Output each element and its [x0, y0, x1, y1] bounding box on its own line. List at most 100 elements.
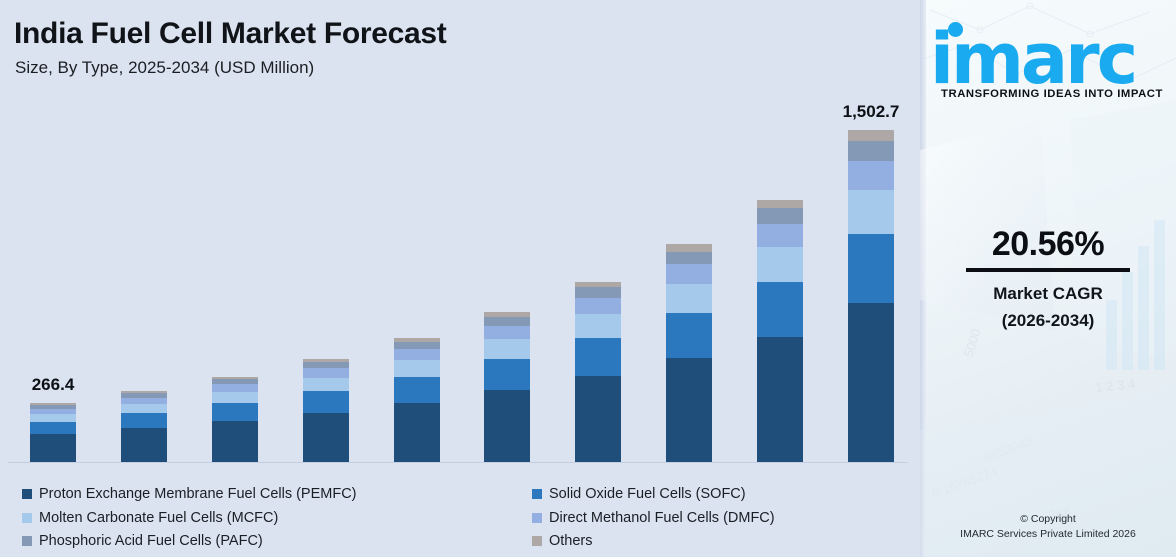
- bar-segment[interactable]: [393, 341, 440, 350]
- bar-stack[interactable]: [484, 312, 531, 462]
- bar-segment[interactable]: [484, 317, 531, 327]
- bar-segment[interactable]: [393, 349, 440, 361]
- bar-segment[interactable]: [120, 391, 167, 394]
- bar-segment[interactable]: [575, 314, 622, 339]
- bar-segment[interactable]: [575, 287, 622, 299]
- bar-segment[interactable]: [757, 247, 804, 283]
- bar-segment[interactable]: [302, 368, 349, 378]
- bar-segment[interactable]: [666, 357, 713, 462]
- cagr-period: (2026-2034): [1001, 311, 1095, 330]
- legend-swatch-icon: [532, 489, 542, 499]
- bar-stack[interactable]: [120, 391, 167, 462]
- legend-item[interactable]: Molten Carbonate Fuel Cells (MCFC): [22, 510, 278, 526]
- bar-segment[interactable]: [484, 326, 531, 340]
- bar-segment[interactable]: [393, 402, 440, 462]
- bar-segment[interactable]: [211, 403, 258, 422]
- bar-stack[interactable]: [757, 199, 804, 462]
- bar-segment[interactable]: [757, 208, 804, 224]
- bar-stack[interactable]: [575, 281, 622, 462]
- bar-segment[interactable]: [848, 234, 894, 304]
- legend-item[interactable]: Others: [532, 533, 593, 549]
- svg-text:1 2 3 4: 1 2 3 4: [1095, 376, 1136, 395]
- bar-segment[interactable]: [393, 337, 440, 342]
- bar-segment[interactable]: [30, 421, 76, 434]
- legend-swatch-icon: [532, 513, 542, 523]
- legend-swatch-icon: [22, 513, 32, 523]
- legend-label: Phosphoric Acid Fuel Cells (PAFC): [39, 533, 263, 549]
- bar-segment[interactable]: [393, 376, 440, 403]
- bar-segment[interactable]: [30, 408, 76, 414]
- plot-area: 266.41,502.7 202520262027202820292030203…: [0, 100, 920, 465]
- bar-stack[interactable]: [848, 130, 894, 462]
- legend-label: Others: [549, 533, 593, 549]
- bar-segment[interactable]: [211, 421, 258, 462]
- bar-segment[interactable]: [302, 391, 349, 413]
- bar-stack[interactable]: [302, 359, 349, 462]
- bar-segment[interactable]: [757, 199, 804, 209]
- bar-segment[interactable]: [848, 303, 894, 462]
- bar-segment[interactable]: [757, 282, 804, 337]
- legend-item[interactable]: Direct Methanol Fuel Cells (DMFC): [532, 510, 775, 526]
- bar-segment[interactable]: [302, 412, 349, 462]
- bar-segment[interactable]: [484, 312, 531, 318]
- bar-segment[interactable]: [211, 391, 258, 404]
- legend-swatch-icon: [22, 489, 32, 499]
- bar-segment[interactable]: [302, 377, 349, 392]
- bar-segment[interactable]: [120, 428, 167, 462]
- bar-value-label: 266.4: [31, 375, 75, 395]
- bar-segment[interactable]: [848, 130, 894, 141]
- cagr-label: Market CAGR: [993, 284, 1103, 303]
- bar-segment[interactable]: [575, 375, 622, 462]
- bar-segment[interactable]: [575, 281, 622, 288]
- imarc-logo-text: imarc: [930, 18, 1138, 100]
- bar-segment[interactable]: [30, 405, 76, 409]
- bar-segment[interactable]: [30, 433, 76, 462]
- legend-swatch-icon: [532, 536, 542, 546]
- bar-segment[interactable]: [211, 384, 258, 392]
- bar-segment[interactable]: [120, 403, 167, 414]
- bar-segment[interactable]: [848, 140, 894, 161]
- bar-segment[interactable]: [393, 360, 440, 377]
- legend-item[interactable]: Solid Oxide Fuel Cells (SOFC): [532, 486, 746, 502]
- background-artwork: 1 2 3 4 0852048 0.15785214 268 5000: [920, 2, 1176, 557]
- bar-segment[interactable]: [30, 413, 76, 422]
- bar-segment[interactable]: [302, 359, 349, 363]
- bar-segment[interactable]: [666, 251, 713, 265]
- bar-segment[interactable]: [120, 413, 167, 429]
- bar-stack[interactable]: [30, 403, 76, 462]
- legend-label: Proton Exchange Membrane Fuel Cells (PEM…: [39, 486, 357, 502]
- bar-segment[interactable]: [666, 312, 713, 358]
- bar-segment[interactable]: [484, 390, 531, 462]
- bar-stack[interactable]: [211, 376, 258, 462]
- cagr-divider: [966, 268, 1130, 272]
- cagr-value: 20.56%: [991, 225, 1105, 263]
- bar-segment[interactable]: [575, 298, 622, 315]
- legend-label: Molten Carbonate Fuel Cells (MCFC): [39, 510, 279, 526]
- brand-logo: imarc: [920, 14, 1176, 100]
- bar-segment[interactable]: [757, 223, 804, 248]
- legend-item[interactable]: Phosphoric Acid Fuel Cells (PAFC): [22, 533, 263, 549]
- bar-segment[interactable]: [666, 283, 713, 313]
- bar-segment[interactable]: [120, 397, 167, 404]
- page-title: India Fuel Cell Market Forecast: [14, 17, 447, 50]
- bar-segment[interactable]: [757, 336, 804, 462]
- bar-segment[interactable]: [211, 376, 258, 380]
- bar-segment[interactable]: [302, 362, 349, 369]
- bar-stack[interactable]: [666, 244, 713, 462]
- bar-segment[interactable]: [120, 393, 167, 398]
- legend-item[interactable]: Proton Exchange Membrane Fuel Cells (PEM…: [22, 486, 357, 502]
- chart-legend: Proton Exchange Membrane Fuel Cells (PEM…: [22, 486, 902, 554]
- brand-tagline: TRANSFORMING IDEAS INTO IMPACT: [941, 88, 1163, 100]
- bar-stack[interactable]: [393, 337, 440, 462]
- bar-segment[interactable]: [30, 403, 76, 406]
- bar-segment[interactable]: [484, 339, 531, 360]
- bar-series-container: 266.4 1,502.7: [0, 100, 920, 462]
- bar-segment[interactable]: [848, 160, 894, 191]
- bar-segment[interactable]: [848, 190, 894, 235]
- bar-segment[interactable]: [666, 264, 713, 284]
- bar-segment[interactable]: [666, 244, 713, 252]
- bar-segment[interactable]: [484, 359, 531, 391]
- bar-segment[interactable]: [575, 338, 622, 376]
- bar-segment[interactable]: [211, 379, 258, 385]
